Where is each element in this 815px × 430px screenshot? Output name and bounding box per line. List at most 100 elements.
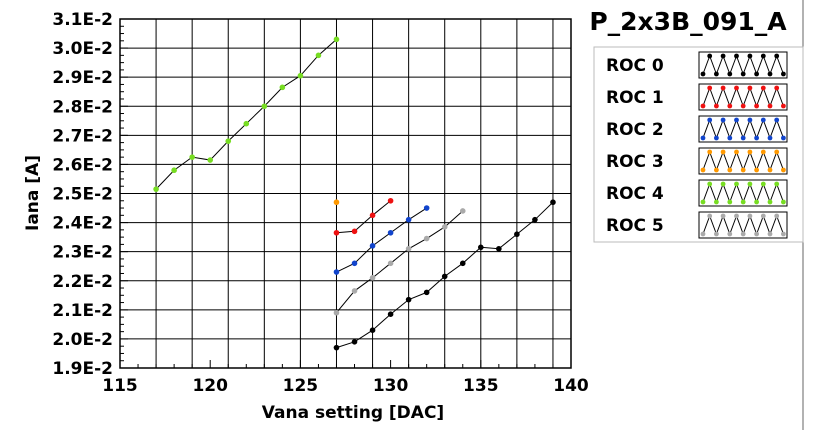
legend-marker-roc-5 [727,231,733,237]
series-roc-1 [333,197,394,236]
data-point-roc-4 [279,84,286,91]
data-point-roc-1 [333,229,340,236]
legend-marker-roc-5 [700,231,706,237]
legend-marker-roc-0 [774,53,780,59]
data-point-roc-4 [189,154,195,160]
data-point-roc-4 [153,186,159,192]
axis-ticks: 115 120 125 130 135 140 1.9E-2 2.0E-2 2.1E-2 2.2E… [52,10,589,396]
data-point-roc-0 [351,339,358,345]
legend-marker-roc-3 [720,149,726,155]
legend-marker-roc-2 [740,135,746,141]
data-point-roc-4 [171,167,177,174]
legend-marker-roc-1 [714,103,719,109]
plot-title: P_2x3B_091_A [589,7,787,36]
legend-label-roc-2: ROC 2 [606,120,664,140]
series-roc-2 [333,205,430,275]
y-tick-label: 2.8E-2 [52,97,113,117]
x-tick-label: 135 [463,376,499,396]
data-point-roc-0 [405,296,412,303]
data-point-roc-1 [369,212,376,219]
series-line-roc-2 [336,207,427,273]
data-point-roc-3 [333,199,340,206]
y-tick-label: 3.0E-2 [52,39,113,59]
data-point-roc-5 [351,288,358,294]
x-tick-label: 140 [553,376,589,396]
data-point-roc-5 [405,245,412,252]
x-tick-label: 120 [192,376,228,396]
data-point-roc-0 [423,289,430,296]
data-point-roc-5 [369,275,376,281]
data-point-roc-4 [315,52,322,59]
legend-marker-roc-0 [700,71,706,77]
legend-marker-roc-2 [754,135,759,141]
legend-marker-roc-3 [760,149,766,155]
legend-marker-roc-1 [754,103,759,109]
x-tick-label: 125 [283,376,319,396]
legend-marker-roc-3 [734,149,739,155]
y-tick-label: 2.3E-2 [52,243,113,263]
data-point-roc-4 [225,138,232,144]
legend-marker-roc-3 [700,167,706,173]
series-line-roc-5 [336,210,464,314]
legend-marker-roc-0 [767,71,773,77]
legend-marker-roc-5 [747,213,753,219]
y-tick-label: 2.6E-2 [52,155,113,175]
legend-marker-roc-2 [760,117,766,123]
data-point-roc-1 [351,228,358,235]
legend-marker-roc-4 [747,181,753,187]
data-point-roc-2 [369,243,376,249]
legend-label-roc-3: ROC 3 [606,152,664,172]
legend-marker-roc-2 [734,117,739,123]
legend-marker-roc-2 [767,135,773,141]
legend-label-roc-4: ROC 4 [606,184,664,204]
legend-marker-roc-4 [740,199,746,205]
data-point-roc-2 [351,260,358,267]
legend-marker-roc-0 [720,53,726,59]
data-series [153,36,556,351]
legend-marker-roc-5 [774,213,780,219]
y-tick-label: 2.5E-2 [52,185,113,205]
data-point-roc-4 [261,103,268,110]
legend-marker-roc-2 [747,117,753,123]
legend-marker-roc-3 [740,167,746,173]
legend-marker-roc-0 [781,71,786,77]
legend-marker-roc-4 [734,181,739,187]
legend-marker-roc-0 [707,53,713,59]
legend-marker-roc-4 [760,181,766,187]
legend-marker-roc-3 [774,149,780,155]
legend-marker-roc-5 [707,213,713,219]
legend-marker-roc-1 [767,103,773,109]
legend-item-roc-2: ROC 2 [606,115,788,143]
legend-marker-roc-5 [720,213,726,219]
legend-marker-roc-1 [720,85,726,91]
legend-marker-roc-1 [747,85,753,91]
data-point-roc-1 [387,197,394,204]
legend-marker-roc-0 [760,53,766,59]
legend-marker-roc-1 [734,85,739,91]
legend-marker-roc-3 [707,149,713,155]
data-point-roc-5 [333,309,340,316]
data-point-roc-4 [297,72,304,79]
x-tick-label: 130 [373,376,409,396]
legend-marker-roc-0 [714,71,719,77]
legend-marker-roc-0 [734,53,739,59]
y-tick-label: 2.7E-2 [52,126,113,146]
legend-marker-roc-4 [714,199,719,205]
series-roc-0 [333,199,556,351]
x-tick-label: 115 [102,376,138,396]
data-point-roc-0 [532,216,538,223]
y-tick-label: 1.9E-2 [52,359,113,379]
grid [120,19,571,368]
data-point-roc-5 [423,235,430,242]
legend-marker-roc-4 [774,181,780,187]
legend-marker-roc-0 [747,53,753,59]
legend-marker-roc-3 [714,167,719,173]
legend-marker-roc-4 [781,199,786,205]
legend-marker-roc-1 [760,85,766,91]
legend-marker-roc-5 [734,213,739,219]
series-line-roc-1 [336,200,391,234]
data-point-roc-0 [441,273,448,280]
series-roc-4 [153,36,340,192]
y-tick-label: 2.0E-2 [52,330,113,350]
y-tick-label: 2.9E-2 [52,68,113,88]
